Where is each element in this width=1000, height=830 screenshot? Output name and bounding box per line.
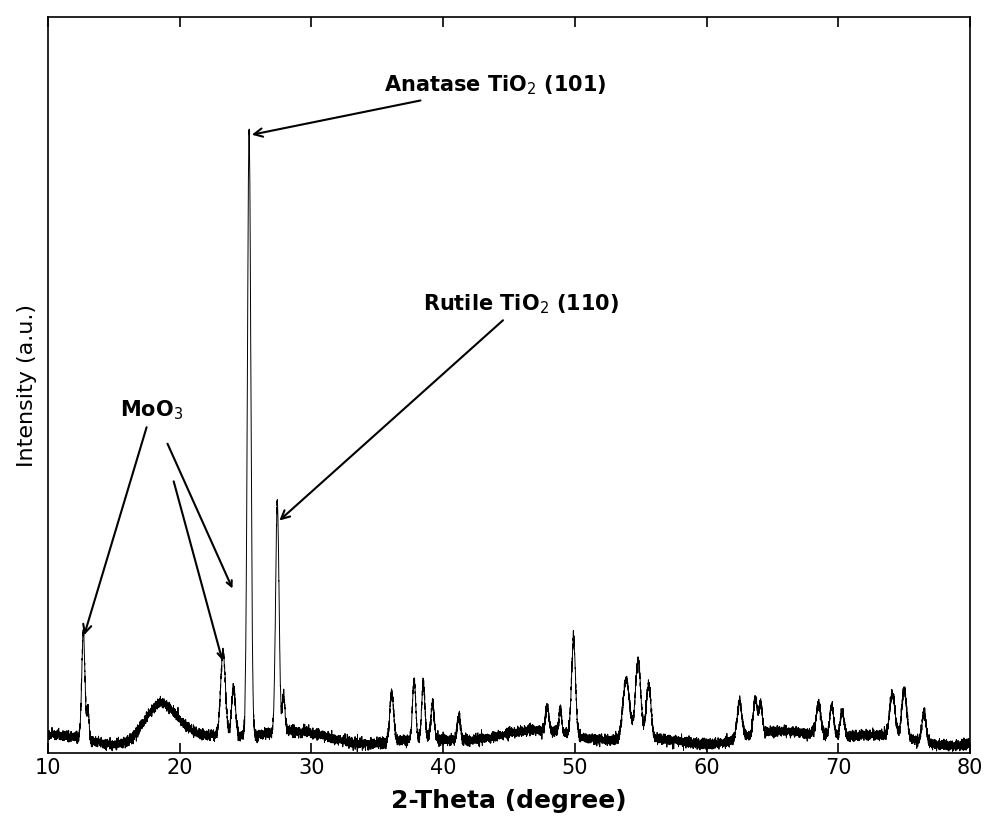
Text: Rutile TiO$_2$ (110): Rutile TiO$_2$ (110): [281, 292, 619, 519]
Text: MoO$_3$: MoO$_3$: [83, 398, 183, 633]
X-axis label: 2-Theta (degree): 2-Theta (degree): [391, 789, 627, 813]
Text: Anatase TiO$_2$ (101): Anatase TiO$_2$ (101): [254, 74, 606, 137]
Y-axis label: Intensity (a.u.): Intensity (a.u.): [17, 304, 37, 466]
